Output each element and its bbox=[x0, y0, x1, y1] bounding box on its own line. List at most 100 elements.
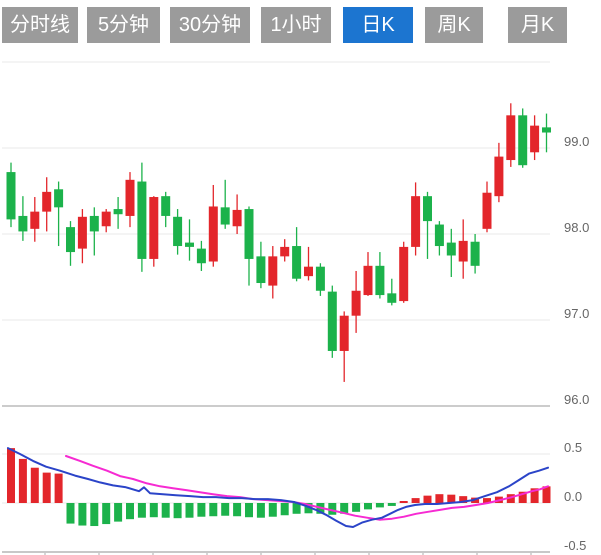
macd-bar bbox=[399, 501, 408, 503]
candle-body bbox=[113, 209, 123, 215]
candle bbox=[458, 219, 468, 279]
candle bbox=[292, 227, 302, 282]
candle bbox=[399, 241, 409, 303]
candle bbox=[387, 278, 397, 306]
candle bbox=[30, 197, 40, 242]
candle bbox=[220, 179, 230, 229]
candle bbox=[208, 184, 218, 267]
candle-body bbox=[375, 265, 385, 296]
macd-bar bbox=[245, 503, 253, 518]
macd-bar bbox=[483, 498, 491, 503]
candle bbox=[185, 219, 194, 261]
dif-line bbox=[7, 447, 549, 528]
tab-1[interactable]: 5分钟 bbox=[87, 7, 160, 43]
dea-line bbox=[65, 455, 549, 521]
candle-body bbox=[185, 242, 194, 247]
candle-body bbox=[494, 156, 504, 197]
candle-body bbox=[446, 242, 456, 256]
macd-bar bbox=[126, 503, 134, 520]
tab-3[interactable]: 1小时 bbox=[261, 7, 331, 43]
macd-bar bbox=[7, 448, 15, 503]
price-axis-label: 98.0 bbox=[564, 220, 589, 235]
candle bbox=[304, 246, 313, 281]
candle-body bbox=[399, 246, 409, 302]
candle-body bbox=[137, 181, 147, 259]
tab-2[interactable]: 30分钟 bbox=[170, 7, 250, 43]
macd-bar bbox=[90, 503, 99, 527]
candle-body bbox=[18, 215, 28, 232]
macd-bar bbox=[30, 467, 39, 503]
macd-bar bbox=[304, 503, 313, 514]
macd-bar bbox=[66, 503, 75, 524]
macd-bar bbox=[161, 503, 170, 518]
interval-tabbar: 分时线 5分钟 30分钟 1小时 日K 周K 月K bbox=[0, 7, 601, 43]
macd-bar bbox=[435, 494, 444, 503]
candle bbox=[351, 270, 361, 333]
candle bbox=[42, 177, 52, 232]
candle-body bbox=[173, 216, 183, 247]
candle bbox=[66, 221, 75, 266]
x-axis-ticks bbox=[44, 552, 532, 555]
macd-bar bbox=[18, 458, 27, 503]
candle bbox=[101, 209, 111, 233]
candle bbox=[494, 142, 504, 203]
macd-bar bbox=[280, 503, 289, 516]
candle bbox=[470, 234, 480, 274]
candle bbox=[161, 191, 171, 228]
tab-5[interactable]: 周K bbox=[425, 7, 483, 43]
candle-body bbox=[244, 209, 254, 259]
macd-bar bbox=[185, 503, 194, 518]
tab-6[interactable]: 月K bbox=[508, 7, 567, 43]
candle-body bbox=[101, 211, 111, 227]
candle-body bbox=[232, 209, 242, 227]
candle bbox=[446, 228, 456, 277]
candle-body bbox=[423, 196, 432, 222]
candle bbox=[256, 241, 266, 289]
candle-body bbox=[315, 266, 325, 291]
candle-body bbox=[196, 248, 206, 264]
candle bbox=[89, 207, 99, 256]
macd-bar bbox=[459, 496, 468, 503]
macd-bar bbox=[221, 503, 230, 516]
candles bbox=[6, 103, 551, 382]
macd-bar bbox=[530, 488, 539, 503]
candle-body bbox=[54, 189, 64, 208]
macd-bar bbox=[256, 503, 265, 518]
candle bbox=[363, 252, 373, 296]
candle-body bbox=[482, 192, 492, 229]
candle bbox=[54, 181, 64, 247]
candle-body bbox=[518, 115, 528, 166]
candle bbox=[6, 162, 16, 228]
tab-active-4[interactable]: 日K bbox=[343, 7, 413, 43]
candle-body bbox=[89, 215, 99, 232]
candle-body bbox=[506, 115, 516, 161]
candle-body bbox=[6, 172, 16, 220]
macd-bar bbox=[352, 503, 361, 512]
candle-body bbox=[411, 196, 421, 247]
candle bbox=[77, 209, 87, 264]
candle-body bbox=[292, 246, 302, 279]
candle-body bbox=[304, 266, 313, 277]
candle-body bbox=[363, 265, 373, 296]
candle-body bbox=[470, 241, 480, 266]
candle-body bbox=[66, 227, 75, 253]
candle bbox=[375, 252, 385, 299]
candle-body bbox=[149, 197, 159, 259]
macd-bar bbox=[328, 503, 337, 515]
macd-bar bbox=[375, 503, 384, 508]
candle bbox=[244, 206, 254, 286]
candle bbox=[137, 162, 147, 272]
candle-body bbox=[434, 224, 444, 247]
macd-axis-label: 0.5 bbox=[564, 440, 582, 455]
candle bbox=[327, 285, 337, 358]
candle-body bbox=[161, 196, 171, 216]
macd-bar bbox=[411, 498, 420, 503]
candle-body bbox=[280, 246, 290, 257]
tab-0[interactable]: 分时线 bbox=[2, 7, 78, 43]
candle bbox=[232, 194, 242, 234]
macd-bar bbox=[137, 503, 146, 518]
candle-body bbox=[327, 291, 337, 351]
candle-body bbox=[530, 125, 540, 153]
macd-bar bbox=[149, 503, 158, 518]
